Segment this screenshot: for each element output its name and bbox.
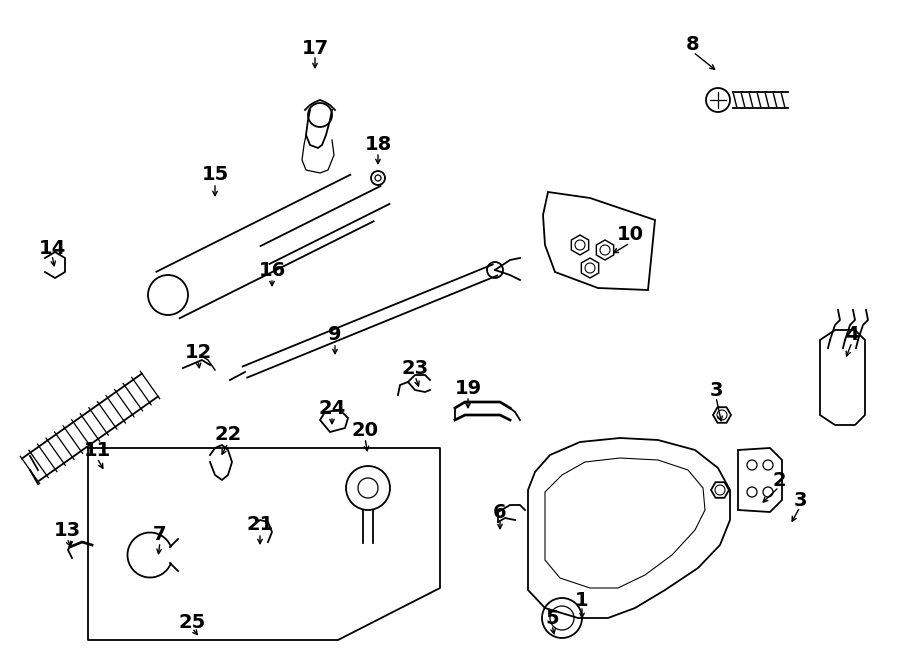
Text: 4: 4	[845, 325, 859, 344]
Text: 22: 22	[214, 426, 241, 444]
Text: 3: 3	[793, 490, 806, 510]
Text: 11: 11	[84, 440, 111, 459]
Text: 7: 7	[153, 525, 166, 545]
Text: 15: 15	[202, 165, 229, 184]
Text: 24: 24	[319, 399, 346, 418]
Text: 9: 9	[328, 325, 342, 344]
Text: 16: 16	[258, 260, 285, 280]
Text: 17: 17	[302, 38, 328, 58]
Text: 14: 14	[39, 239, 66, 258]
Text: 5: 5	[545, 609, 559, 627]
Text: 8: 8	[686, 36, 700, 54]
Text: 3: 3	[709, 381, 723, 399]
Text: 6: 6	[493, 502, 507, 522]
Text: 13: 13	[53, 520, 81, 539]
Text: 25: 25	[178, 613, 205, 631]
Text: 10: 10	[616, 225, 643, 245]
Text: 18: 18	[364, 136, 392, 155]
Text: 19: 19	[454, 379, 482, 397]
Text: 1: 1	[575, 590, 589, 609]
Text: 21: 21	[247, 516, 274, 535]
Text: 23: 23	[401, 358, 428, 377]
Text: 2: 2	[772, 471, 786, 490]
Text: 12: 12	[184, 342, 212, 362]
Text: 20: 20	[352, 420, 379, 440]
